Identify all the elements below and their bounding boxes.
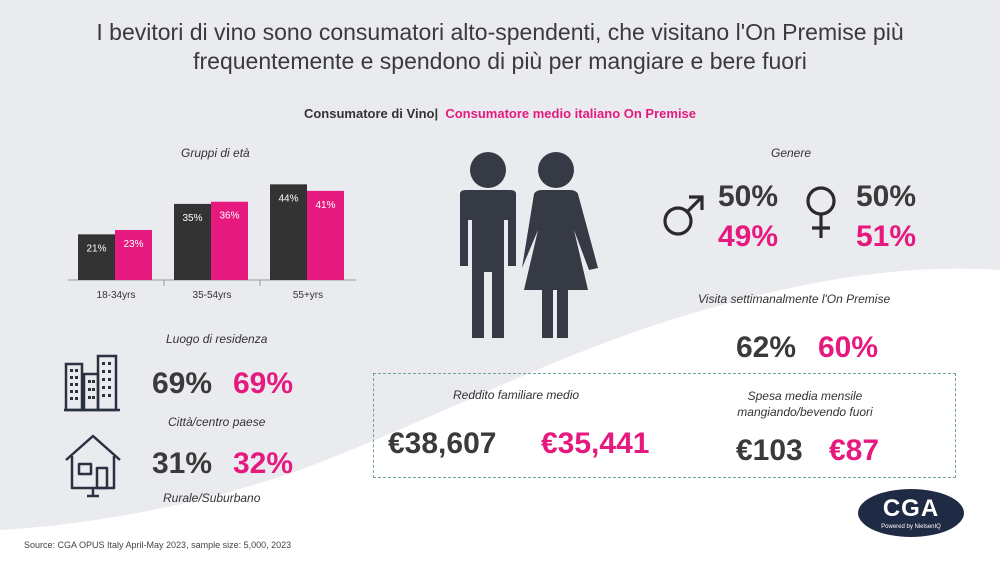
income-average-value: €35,441 [541, 427, 650, 460]
city-buildings-icon [64, 354, 120, 412]
category-label: 55+yrs [293, 290, 323, 301]
title-line-2: frequentemente e spendono di più per man… [193, 48, 807, 74]
residence-title: Luogo di residenza [166, 332, 268, 346]
bar-55+yrs-series-2 [307, 190, 344, 280]
male-symbol-icon [663, 195, 704, 236]
bar-value-label: 44% [278, 193, 298, 204]
title-line-1: I bevitori di vino sono consumatori alto… [96, 19, 904, 45]
legend-average: Consumatore medio italiano On Premise [445, 106, 697, 121]
legend-separator: | [434, 106, 439, 121]
male-wine-value: 50% [718, 180, 779, 213]
bar-value-label: 36% [219, 211, 239, 222]
spend-title-line-2: mangiando/bevendo fuori [737, 405, 873, 419]
bar-value-label: 35% [182, 213, 202, 224]
bar-value-label: 41% [315, 200, 335, 211]
bar-value-label: 23% [123, 239, 143, 250]
age-group-chart: 21% 23% 18-34yrs 35% 36% 35-54yrs 44% 41% 55+yrs [68, 184, 356, 301]
legend-wine: Consumatore di Vino [303, 106, 435, 121]
category-label: 18-34yrs [97, 290, 136, 301]
female-average-value: 51% [856, 220, 917, 253]
bar-55+yrs-series-1 [270, 184, 307, 280]
rural-average-value: 32% [233, 447, 294, 480]
bar-value-label: 21% [86, 243, 106, 254]
cga-logo: CGA Powered by NielsenIQ [858, 489, 964, 537]
spend-title-line-1: Spesa media mensile [747, 389, 863, 403]
city-average-value: 69% [233, 367, 294, 400]
house-icon [65, 434, 121, 498]
weekly-title: Visita settimanalmente l'On Premise [698, 292, 891, 306]
spend-title: Spesa media mensile mangiando/bevendo fu… [730, 388, 880, 420]
bar-35-54yrs-series-1 [174, 203, 211, 280]
spend-average-value: €87 [829, 434, 880, 467]
female-symbol-icon [806, 186, 836, 238]
logo-subtext: Powered by NielsenIQ [881, 524, 941, 530]
spending-box [373, 373, 956, 478]
city-label: Città/centro paese [168, 415, 266, 429]
page-title: I bevitori di vino sono consumatori alto… [60, 18, 940, 76]
rural-wine-value: 31% [152, 447, 213, 480]
bar-18-34yrs-series-1 [78, 234, 115, 280]
city-wine-value: 69% [152, 367, 213, 400]
gender-title: Genere [771, 146, 812, 160]
couple-icon [460, 152, 598, 338]
spend-wine-value: €103 [736, 434, 803, 467]
category-label: 35-54yrs [193, 290, 232, 301]
income-title: Reddito familiare medio [453, 388, 580, 402]
female-wine-value: 50% [856, 180, 917, 213]
weekly-wine-value: 62% [736, 331, 797, 364]
male-average-value: 49% [718, 220, 779, 253]
bar-35-54yrs-series-2 [211, 201, 248, 280]
bar-18-34yrs-series-2 [115, 230, 152, 280]
legend: Consumatore di Vino| Consumatore medio i… [0, 106, 1000, 121]
logo-text: CGA [882, 495, 940, 522]
income-wine-value: €38,607 [388, 427, 497, 460]
weekly-average-value: 60% [818, 331, 879, 364]
rural-label: Rurale/Suburbano [163, 491, 261, 505]
source-note: Source: CGA OPUS Italy April-May 2023, s… [24, 540, 292, 550]
chart-title: Gruppi di età [181, 146, 250, 160]
